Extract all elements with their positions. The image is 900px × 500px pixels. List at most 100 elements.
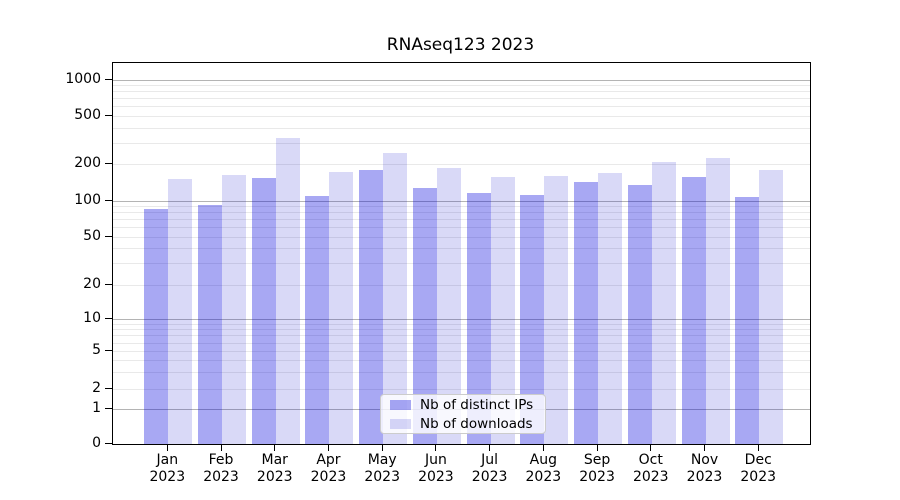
- bar-nb-of-distinct-ips-mar-2023: [251, 178, 276, 444]
- gridline-major-1000: [113, 79, 810, 81]
- gridline-minor-5: [113, 351, 810, 352]
- y-tick-20: [105, 283, 112, 285]
- y-tick-5: [105, 350, 112, 351]
- x-tick-may-2023: [381, 444, 383, 451]
- bar-nb-of-distinct-ips-feb-2023: [198, 205, 223, 444]
- bar-nb-of-downloads-mar-2023: [275, 138, 300, 444]
- bar-nb-of-downloads-nov-2023: [705, 157, 730, 444]
- gridline-minor-900: [113, 85, 810, 87]
- bar-nb-of-downloads-feb-2023: [222, 175, 247, 444]
- y-tick-label-500: 500: [74, 107, 101, 123]
- y-tick-label-0: 0: [92, 435, 101, 451]
- bar-nb-of-downloads-jan-2023: [168, 179, 193, 444]
- y-tick-label-1000: 1000: [65, 70, 101, 87]
- x-tick-label-mar-2023: Mar 2023: [245, 452, 305, 486]
- gridline-minor-20: [113, 284, 810, 286]
- gridline-major-100: [113, 200, 810, 202]
- x-tick-jan-2023: [166, 444, 168, 451]
- legend-label-downloads: Nb of downloads: [420, 415, 533, 432]
- x-tick-month: Sep: [583, 452, 611, 468]
- x-tick-month: Feb: [208, 452, 234, 468]
- x-tick-apr-2023: [327, 444, 329, 451]
- x-tick-month: May: [367, 452, 397, 468]
- x-tick-month: Jan: [156, 452, 179, 468]
- y-tick-1000: [105, 78, 112, 80]
- gridline-minor-2: [113, 388, 810, 390]
- x-tick-year: 2023: [418, 469, 454, 485]
- gridline-minor-4: [113, 360, 810, 362]
- y-tick-500: [105, 115, 112, 116]
- x-tick-label-dec-2023: Dec 2023: [728, 452, 788, 486]
- x-tick-year: 2023: [579, 469, 615, 485]
- bar-nb-of-downloads-dec-2023: [759, 170, 784, 444]
- y-tick-label-10: 10: [83, 310, 101, 326]
- y-tick-0: [105, 443, 112, 444]
- x-tick-label-sep-2023: Sep 2023: [567, 452, 627, 486]
- x-tick-label-may-2023: May 2023: [352, 452, 412, 486]
- bar-nb-of-distinct-ips-dec-2023: [735, 197, 760, 444]
- y-tick-200: [105, 163, 112, 164]
- bar-nb-of-downloads-oct-2023: [651, 162, 676, 444]
- legend-item-distinct-ips: Nb of distinct IPs: [381, 397, 545, 413]
- x-tick-month: Jul: [481, 452, 499, 468]
- x-tick-aug-2023: [542, 444, 544, 451]
- x-tick-label-jun-2023: Jun 2023: [406, 452, 466, 486]
- x-tick-year: 2023: [203, 469, 239, 485]
- x-tick-dec-2023: [757, 444, 759, 451]
- y-tick-10: [105, 318, 112, 319]
- legend-swatch-distinct-ips: [390, 399, 411, 410]
- x-tick-jul-2023: [489, 444, 491, 451]
- x-tick-month: Jun: [424, 452, 447, 468]
- x-tick-month: Aug: [529, 452, 557, 468]
- bar-nb-of-distinct-ips-jan-2023: [144, 208, 169, 444]
- chart-title: RNAseq123 2023: [386, 35, 535, 55]
- y-tick-2: [105, 387, 112, 389]
- y-tick-50: [105, 235, 112, 237]
- x-tick-label-nov-2023: Nov 2023: [675, 452, 735, 486]
- gridline-minor-90: [113, 205, 810, 207]
- gridline-minor-400: [113, 127, 810, 129]
- y-tick-label-200: 200: [74, 155, 101, 171]
- gridline-minor-7: [113, 335, 810, 337]
- gridline-minor-70: [113, 219, 810, 221]
- gridline-minor-500: [113, 116, 810, 117]
- gridline-major-10: [113, 319, 810, 320]
- x-tick-year: 2023: [149, 469, 186, 485]
- bar-nb-of-distinct-ips-sep-2023: [574, 182, 599, 444]
- y-tick-100: [105, 199, 112, 201]
- x-tick-year: 2023: [256, 469, 293, 485]
- gridline-minor-6: [113, 342, 810, 344]
- y-tick-label-5: 5: [92, 342, 101, 358]
- x-tick-label-jul-2023: Jul 2023: [460, 452, 520, 486]
- gridline-minor-30: [113, 263, 810, 265]
- x-tick-month: Dec: [744, 452, 772, 468]
- legend-label-distinct-ips: Nb of distinct IPs: [420, 396, 534, 413]
- y-tick-label-2: 2: [92, 379, 101, 396]
- bar-nb-of-distinct-ips-apr-2023: [305, 196, 330, 444]
- y-tick-label-100: 100: [74, 191, 101, 208]
- gridline-minor-9: [113, 323, 810, 325]
- x-tick-mar-2023: [274, 444, 276, 451]
- gridline-minor-300: [113, 142, 810, 144]
- legend-item-downloads: Nb of downloads: [381, 416, 545, 432]
- x-tick-year: 2023: [310, 469, 347, 485]
- x-tick-label-jan-2023: Jan 2023: [137, 452, 197, 486]
- x-tick-month: Oct: [638, 452, 663, 468]
- gridline-minor-40: [113, 248, 810, 250]
- y-tick-1: [105, 407, 112, 409]
- x-tick-year: 2023: [686, 469, 723, 485]
- bar-nb-of-distinct-ips-oct-2023: [627, 185, 652, 444]
- x-tick-year: 2023: [632, 469, 669, 485]
- x-tick-month: Apr: [316, 452, 341, 468]
- bar-nb-of-downloads-apr-2023: [329, 172, 354, 444]
- bar-nb-of-distinct-ips-may-2023: [359, 170, 384, 444]
- x-tick-year: 2023: [525, 469, 562, 485]
- x-tick-month: Nov: [690, 452, 719, 468]
- bar-nb-of-downloads-aug-2023: [544, 175, 569, 444]
- x-tick-nov-2023: [704, 444, 705, 451]
- gridline-minor-800: [113, 91, 810, 93]
- x-tick-year: 2023: [471, 469, 508, 485]
- gridline-minor-200: [113, 164, 810, 165]
- y-tick-label-20: 20: [83, 275, 101, 292]
- x-tick-month: Mar: [261, 452, 288, 468]
